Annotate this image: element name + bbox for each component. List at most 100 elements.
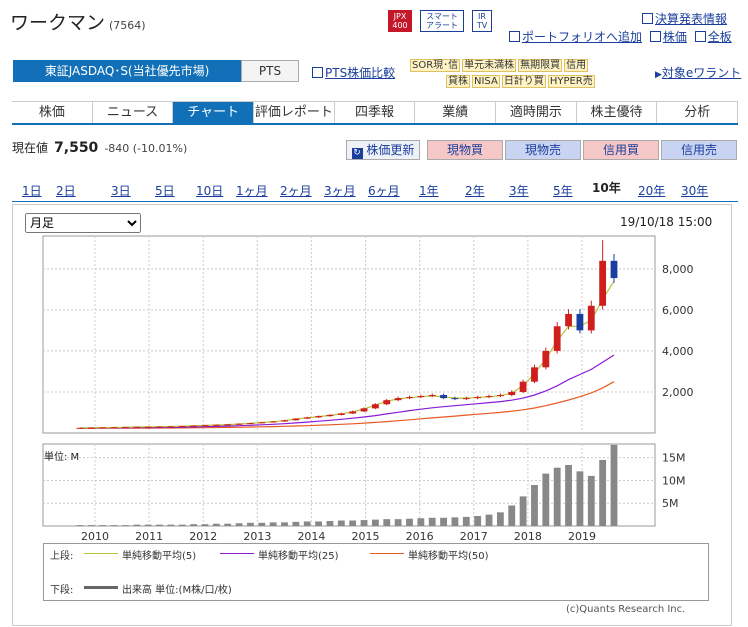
tag: SOR現･信 <box>410 59 461 72</box>
candle-body <box>337 413 345 415</box>
period-30y[interactable]: 30年 <box>681 184 709 198</box>
candle-body <box>508 391 516 396</box>
volume-bar <box>485 514 493 526</box>
candle-body <box>576 313 584 331</box>
volume-bar <box>406 518 413 526</box>
price-tick-label: 6,000 <box>662 304 694 317</box>
period-10y[interactable]: 10年 <box>586 179 627 196</box>
sell-cash-button[interactable]: 現物売 <box>505 140 581 160</box>
sell-margin-button[interactable]: 信用売 <box>661 140 737 160</box>
jpx400-badge[interactable]: JPX 400 <box>388 10 412 32</box>
candle-body <box>326 414 334 417</box>
candle-body <box>542 350 550 368</box>
x-tick-label: 2018 <box>514 530 542 543</box>
buy-cash-button[interactable]: 現物買 <box>427 140 503 160</box>
volume-bar <box>122 525 129 526</box>
window-icon <box>312 67 323 78</box>
period-1m[interactable]: 1ヶ月 <box>236 184 268 198</box>
pts-compare-link[interactable]: PTS株価比較 <box>312 64 395 81</box>
volume-tick-label: 5M <box>662 497 679 510</box>
volume-bar <box>144 524 152 526</box>
volume-bar <box>576 471 584 526</box>
volume-bar <box>110 525 118 526</box>
volume-bar <box>269 522 277 526</box>
tab-price[interactable]: 株価 <box>12 101 93 123</box>
tab-performance[interactable]: 業績 <box>415 101 497 123</box>
legend-swatch-ma50 <box>370 553 404 554</box>
buy-margin-button[interactable]: 信用買 <box>583 140 659 160</box>
volume-bar <box>303 521 311 526</box>
candle-body <box>292 418 300 421</box>
period-20y[interactable]: 20年 <box>638 184 666 198</box>
candle-body <box>201 425 209 427</box>
calendar-icon <box>642 13 653 24</box>
volume-bar <box>565 464 572 526</box>
period-3d[interactable]: 3日 <box>111 184 131 198</box>
period-3m[interactable]: 3ヶ月 <box>324 184 356 198</box>
tab-shikiho[interactable]: 四季報 <box>334 101 416 123</box>
volume-bar <box>133 524 141 526</box>
volume-bar <box>383 519 391 526</box>
volume-tick-label: 15M <box>662 452 686 465</box>
x-tick-label: 2012 <box>189 530 217 543</box>
volume-bar <box>326 520 334 526</box>
board-link[interactable]: 全板 <box>694 30 732 44</box>
volume-bar <box>610 444 618 526</box>
volume-bar <box>599 459 607 526</box>
candle-body <box>553 326 561 351</box>
volume-bar <box>224 523 232 526</box>
arrow-right-icon: ▶ <box>655 70 662 80</box>
volume-bar <box>258 522 266 526</box>
period-1d[interactable]: 1日 <box>22 184 42 198</box>
volume-bar <box>281 522 288 526</box>
volume-bar <box>76 525 84 526</box>
market-selector-pts[interactable]: PTS <box>241 60 299 82</box>
period-5y[interactable]: 5年 <box>553 184 573 198</box>
candle-body <box>394 398 402 401</box>
price-link[interactable]: 株価 <box>649 30 687 44</box>
refresh-icon: ↻ <box>351 148 363 159</box>
period-2y[interactable]: 2年 <box>465 184 485 198</box>
x-axis: 2010 2011 2012 2013 2014 2015 2016 2017 2018 2019 <box>81 530 596 543</box>
candle-body <box>565 313 572 327</box>
volume-bar <box>190 524 198 526</box>
interval-select[interactable]: 月足 <box>25 213 141 233</box>
smart-alert-button[interactable]: スマート アラート <box>420 10 464 32</box>
volume-bar <box>87 525 95 526</box>
volume-bar <box>587 475 595 526</box>
period-5d[interactable]: 5日 <box>155 184 175 198</box>
tab-benefits[interactable]: 株主優待 <box>576 101 658 123</box>
price-change: -840 (-10.01%) <box>104 142 188 155</box>
warrant-link[interactable]: ▶対象eワラント <box>655 66 742 80</box>
tag: 貸株 <box>446 75 470 88</box>
period-6m[interactable]: 6ヶ月 <box>368 184 400 198</box>
price-tick-label: 8,000 <box>662 263 694 276</box>
tab-chart[interactable]: チャート <box>173 101 255 123</box>
legend-volume: 出来高 単位:(M株/口/枚) <box>122 585 232 596</box>
chart-credit: (c)Quants Research Inc. <box>566 604 686 615</box>
tab-news[interactable]: ニュース <box>92 101 174 123</box>
tab-analysis[interactable]: 分析 <box>657 101 739 123</box>
tab-disclosure[interactable]: 適時開示 <box>496 101 577 123</box>
period-10d[interactable]: 10日 <box>196 184 224 198</box>
candle-body <box>315 416 323 418</box>
volume-bar <box>496 512 504 526</box>
market-selector-primary[interactable]: 東証JASDAQ･S(当社優先市場) <box>13 60 241 82</box>
period-3y[interactable]: 3年 <box>509 184 529 198</box>
period-2d[interactable]: 2日 <box>56 184 76 198</box>
volume-plot-frame <box>42 443 656 527</box>
volume-bar <box>349 520 357 526</box>
volume-bar <box>292 521 300 526</box>
earnings-link[interactable]: 決算発表情報 <box>642 10 727 27</box>
period-1y[interactable]: 1年 <box>419 184 439 198</box>
period-2m[interactable]: 2ヶ月 <box>280 184 312 198</box>
legend-bottom-label: 下段: <box>50 585 74 596</box>
header-links: ポートフォリオへ追加 株価 全板 <box>509 28 732 45</box>
refresh-price-button[interactable]: ↻ 株価更新 <box>346 140 420 160</box>
tab-report[interactable]: 評価レポート <box>254 101 335 123</box>
volume-bar <box>99 525 107 526</box>
candle-body <box>485 396 493 398</box>
price-plot-frame <box>42 235 656 434</box>
portfolio-link[interactable]: ポートフォリオへ追加 <box>509 30 642 44</box>
irtv-button[interactable]: IR TV <box>472 10 492 32</box>
